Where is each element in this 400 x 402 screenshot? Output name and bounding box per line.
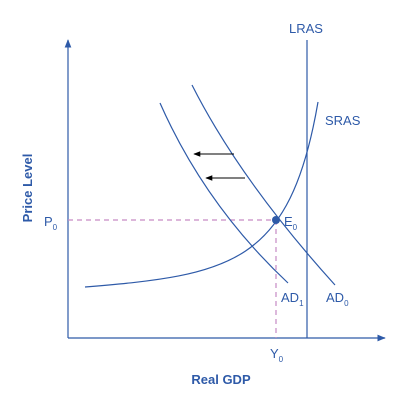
- equilibrium-label-main: E: [284, 214, 293, 229]
- sras-curve: [84, 101, 319, 288]
- y-axis-title: Price Level: [20, 154, 35, 223]
- ad1-label-main: AD: [281, 290, 299, 305]
- x-axis-title: Real GDP: [191, 372, 251, 387]
- ad0-label-main: AD: [326, 290, 344, 305]
- y0-label-main: Y: [270, 346, 279, 361]
- ad1-label-sub: 1: [299, 299, 304, 308]
- sras-label: SRAS: [325, 113, 361, 128]
- price-level-p0-label: P0: [44, 214, 58, 232]
- equilibrium-label-sub: 0: [293, 223, 298, 232]
- ad1-label: AD1: [281, 290, 304, 308]
- equilibrium-point: [272, 216, 280, 224]
- p0-label-main: P: [44, 214, 53, 229]
- equilibrium-label: E0: [284, 214, 298, 232]
- ad0-curve: [191, 84, 336, 286]
- ad0-label-sub: 0: [344, 299, 349, 308]
- ad0-label: AD0: [326, 290, 349, 308]
- lras-label: LRAS: [289, 21, 323, 36]
- output-y0-label: Y0: [270, 346, 284, 364]
- ad1-curve: [159, 102, 289, 284]
- p0-label-sub: 0: [53, 223, 58, 232]
- y0-label-sub: 0: [279, 355, 284, 364]
